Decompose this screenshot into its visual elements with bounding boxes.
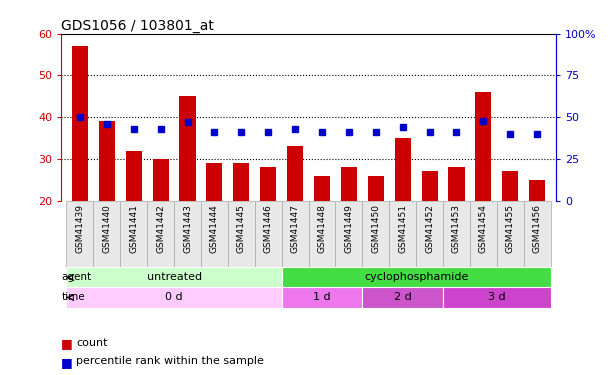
FancyBboxPatch shape	[201, 201, 228, 267]
Bar	[395, 138, 411, 201]
Text: GSM41449: GSM41449	[345, 204, 353, 253]
Bar	[233, 163, 249, 201]
Text: agent: agent	[61, 273, 92, 282]
Bar	[287, 146, 303, 201]
Text: GSM41455: GSM41455	[506, 204, 515, 253]
Bar	[153, 159, 169, 201]
FancyBboxPatch shape	[255, 201, 282, 267]
Text: 3 d: 3 d	[488, 292, 506, 303]
FancyBboxPatch shape	[416, 201, 443, 267]
FancyBboxPatch shape	[470, 201, 497, 267]
Text: GSM41453: GSM41453	[452, 204, 461, 253]
FancyBboxPatch shape	[282, 288, 362, 308]
Text: cyclophosphamide: cyclophosphamide	[364, 273, 469, 282]
Text: time: time	[61, 292, 85, 303]
FancyBboxPatch shape	[93, 201, 120, 267]
Text: 2 d: 2 d	[394, 292, 412, 303]
Text: GSM41448: GSM41448	[318, 204, 326, 253]
FancyBboxPatch shape	[497, 201, 524, 267]
Bar	[529, 180, 545, 201]
Bar	[475, 92, 491, 201]
FancyBboxPatch shape	[443, 201, 470, 267]
Bar	[207, 163, 222, 201]
Text: GSM41442: GSM41442	[156, 204, 165, 253]
FancyBboxPatch shape	[335, 201, 362, 267]
FancyBboxPatch shape	[309, 201, 335, 267]
Bar	[99, 122, 115, 201]
Text: GDS1056 / 103801_at: GDS1056 / 103801_at	[61, 19, 214, 33]
Text: untreated: untreated	[147, 273, 202, 282]
Text: GSM41454: GSM41454	[479, 204, 488, 253]
Text: GSM41439: GSM41439	[75, 204, 84, 253]
FancyBboxPatch shape	[524, 201, 551, 267]
Text: GSM41441: GSM41441	[129, 204, 138, 253]
Bar	[314, 176, 330, 201]
FancyBboxPatch shape	[67, 288, 282, 308]
Text: ■: ■	[61, 356, 73, 369]
FancyBboxPatch shape	[389, 201, 416, 267]
Text: GSM41452: GSM41452	[425, 204, 434, 253]
Bar	[126, 151, 142, 201]
Text: GSM41446: GSM41446	[264, 204, 273, 253]
FancyBboxPatch shape	[362, 288, 443, 308]
Text: 1 d: 1 d	[313, 292, 331, 303]
FancyBboxPatch shape	[282, 267, 551, 288]
FancyBboxPatch shape	[228, 201, 255, 267]
FancyBboxPatch shape	[120, 201, 147, 267]
FancyBboxPatch shape	[282, 201, 309, 267]
Text: GSM41456: GSM41456	[533, 204, 542, 253]
Text: GSM41445: GSM41445	[237, 204, 246, 253]
Text: count: count	[76, 338, 108, 348]
Text: GSM41451: GSM41451	[398, 204, 407, 253]
Bar	[72, 46, 88, 201]
FancyBboxPatch shape	[67, 267, 282, 288]
Text: GSM41440: GSM41440	[102, 204, 111, 253]
FancyBboxPatch shape	[147, 201, 174, 267]
Text: ■: ■	[61, 338, 73, 351]
Text: percentile rank within the sample: percentile rank within the sample	[76, 356, 264, 366]
Bar	[341, 167, 357, 201]
FancyBboxPatch shape	[67, 201, 93, 267]
Text: GSM41450: GSM41450	[371, 204, 380, 253]
Bar	[180, 96, 196, 201]
Text: 0 d: 0 d	[165, 292, 183, 303]
Bar	[368, 176, 384, 201]
Bar	[448, 167, 464, 201]
Text: GSM41447: GSM41447	[291, 204, 299, 253]
Bar	[260, 167, 276, 201]
Bar	[422, 171, 437, 201]
FancyBboxPatch shape	[362, 201, 389, 267]
FancyBboxPatch shape	[443, 288, 551, 308]
FancyBboxPatch shape	[174, 201, 201, 267]
Text: GSM41443: GSM41443	[183, 204, 192, 253]
Text: GSM41444: GSM41444	[210, 204, 219, 253]
Bar	[502, 171, 518, 201]
